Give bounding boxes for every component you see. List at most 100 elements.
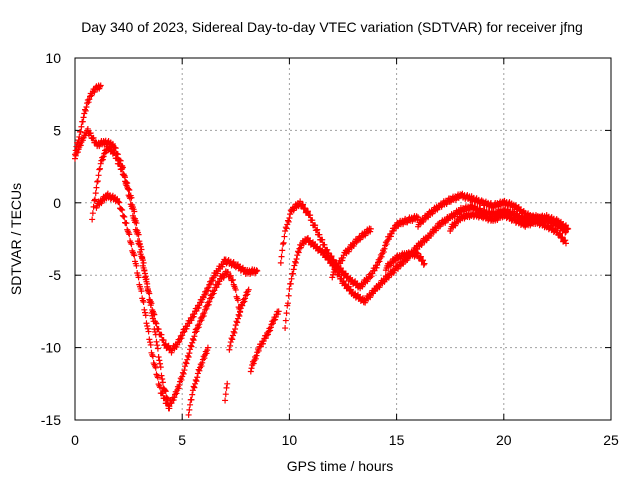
data-point xyxy=(91,197,98,204)
data-point xyxy=(314,226,321,233)
data-point xyxy=(119,165,126,172)
data-point xyxy=(186,350,193,357)
series-track-n xyxy=(447,209,569,247)
data-point xyxy=(248,365,255,372)
data-point xyxy=(253,267,260,274)
data-point xyxy=(420,261,427,268)
data-point xyxy=(171,394,178,401)
data-point xyxy=(195,324,202,331)
data-point xyxy=(367,225,374,232)
data-point xyxy=(255,347,262,354)
data-point xyxy=(121,213,128,220)
data-point xyxy=(259,340,266,347)
data-point xyxy=(154,345,161,352)
data-point xyxy=(244,291,251,298)
data-point xyxy=(147,339,154,346)
data-point xyxy=(198,317,205,324)
data-point xyxy=(289,270,296,277)
data-point xyxy=(89,210,96,217)
data-point xyxy=(92,190,99,197)
data-point xyxy=(277,259,284,266)
data-point xyxy=(173,390,180,397)
data-point xyxy=(415,214,422,221)
data-point xyxy=(190,337,197,344)
data-point xyxy=(231,329,238,336)
data-point xyxy=(158,331,165,338)
data-point xyxy=(417,253,424,260)
data-point xyxy=(250,360,257,367)
data-point xyxy=(87,130,94,137)
data-point xyxy=(373,264,380,271)
data-point xyxy=(187,401,194,408)
data-point xyxy=(193,328,200,335)
data-point xyxy=(80,114,87,121)
data-point xyxy=(123,179,130,186)
data-point xyxy=(330,256,337,263)
data-point xyxy=(299,201,306,208)
data-point xyxy=(94,178,101,185)
data-point xyxy=(205,301,212,308)
data-point xyxy=(562,237,569,244)
series-track-a xyxy=(72,82,104,158)
data-point xyxy=(190,313,197,320)
data-point xyxy=(145,288,152,295)
data-point xyxy=(269,320,276,327)
data-point xyxy=(557,230,564,237)
data-point xyxy=(204,287,211,294)
data-point xyxy=(206,298,213,305)
data-point xyxy=(215,281,222,288)
data-point xyxy=(86,96,93,103)
y-axis-label: SDTVAR / TECUs xyxy=(8,183,24,295)
y-tick-label: -5 xyxy=(49,267,62,283)
data-point xyxy=(152,328,159,335)
data-point xyxy=(151,326,158,333)
data-point xyxy=(208,294,215,301)
data-point xyxy=(139,257,146,264)
data-point xyxy=(95,172,102,179)
data-point xyxy=(202,291,209,298)
data-point xyxy=(133,220,140,227)
data-point xyxy=(77,128,84,135)
data-point xyxy=(119,212,126,219)
data-point xyxy=(82,107,89,114)
data-point xyxy=(204,344,211,351)
data-point xyxy=(241,298,248,305)
data-point xyxy=(284,300,291,307)
data-point xyxy=(142,273,149,280)
data-point xyxy=(143,320,150,327)
data-point xyxy=(93,184,100,191)
series-track-g xyxy=(226,286,252,353)
data-point xyxy=(194,374,201,381)
data-point xyxy=(421,260,428,267)
data-point xyxy=(97,83,104,90)
data-point xyxy=(154,374,161,381)
data-point xyxy=(123,220,130,227)
data-point xyxy=(185,411,192,418)
data-point xyxy=(137,240,144,247)
data-point xyxy=(207,280,214,287)
data-point xyxy=(378,253,385,260)
data-point xyxy=(229,336,236,343)
data-point xyxy=(72,155,78,162)
data-point xyxy=(142,270,149,277)
data-point xyxy=(267,324,274,331)
data-point xyxy=(282,325,289,332)
x-tick-label: 15 xyxy=(389,432,405,448)
series-track-c xyxy=(89,143,244,410)
data-point xyxy=(155,354,162,361)
data-point xyxy=(290,266,297,273)
data-point xyxy=(135,274,142,281)
data-point xyxy=(109,146,116,153)
data-point xyxy=(147,341,154,348)
data-point xyxy=(114,151,121,158)
data-point xyxy=(183,360,190,367)
data-point xyxy=(325,249,332,256)
data-point xyxy=(157,360,164,367)
data-point xyxy=(154,342,161,349)
data-point xyxy=(381,245,388,252)
data-point xyxy=(376,258,383,265)
data-point xyxy=(148,309,155,316)
data-point xyxy=(157,364,164,371)
data-point xyxy=(415,250,422,257)
data-point xyxy=(309,217,316,224)
